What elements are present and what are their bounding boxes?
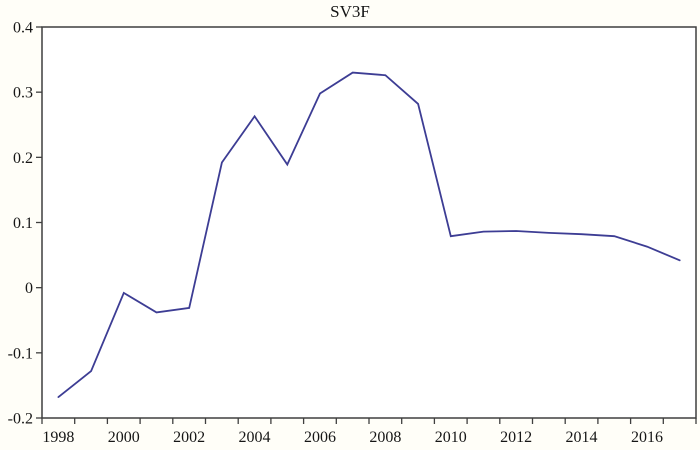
y-tick-label: -0.2 (8, 411, 33, 428)
y-tick-label: 0 (25, 280, 33, 297)
x-tick-label: 2004 (239, 429, 271, 446)
x-tick-label: 2000 (108, 429, 140, 446)
data-series-layer (57, 71, 681, 399)
plot-border (41, 26, 697, 419)
chart-title: SV3F (330, 2, 370, 21)
x-axis: 1998 2000 2002 2004 2006 2008 2010 2012 2014 2016 (41, 418, 697, 446)
x-tick-label: 2002 (173, 429, 205, 446)
data-line-sv3f (57, 71, 681, 399)
y-tick-label: -0.1 (8, 345, 33, 362)
y-tick-label: 0.3 (13, 85, 33, 102)
x-tick-label: 2016 (631, 429, 663, 446)
y-tick-label: 0.2 (13, 150, 33, 167)
y-axis: 0.4 0.3 0.2 0.1 0 -0.1 -0.2 (8, 20, 42, 428)
x-tick-label: 2014 (566, 429, 598, 446)
x-tick-label: 2012 (500, 429, 532, 446)
y-tick-label: 0.1 (13, 215, 33, 232)
x-tick-label: 2006 (304, 429, 336, 446)
plot-area (41, 26, 697, 419)
x-tick-label: 1998 (42, 429, 74, 446)
y-tick-label: 0.4 (13, 20, 33, 37)
x-tick-label: 2008 (369, 429, 401, 446)
x-tick-label: 2010 (435, 429, 467, 446)
